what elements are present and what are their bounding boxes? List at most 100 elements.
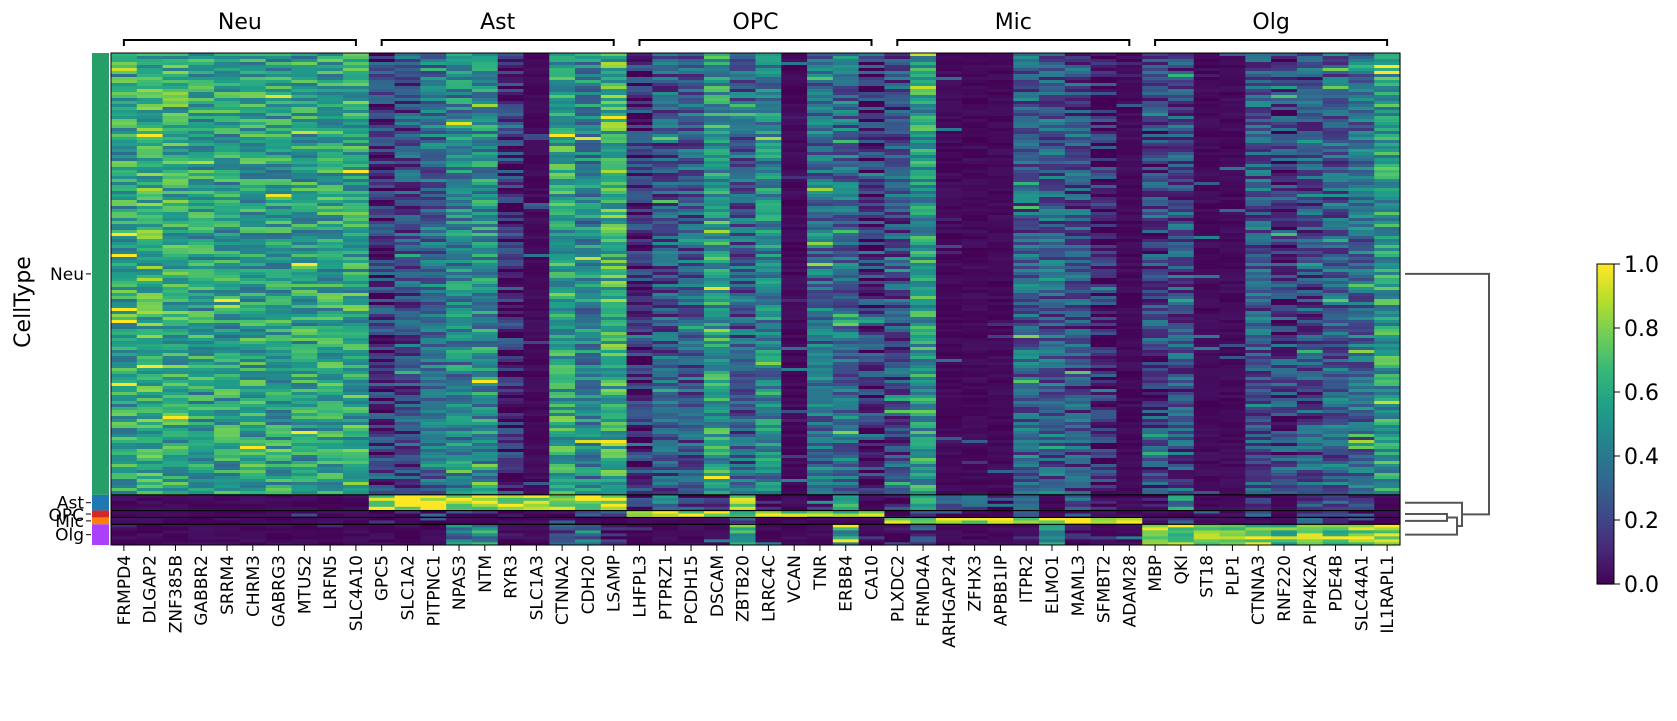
- heatmap-cell: [575, 107, 602, 111]
- heatmap-cell: [703, 92, 731, 96]
- heatmap-cell: [394, 338, 421, 342]
- heatmap-cell: [1219, 197, 1246, 201]
- heatmap-cell: [394, 158, 421, 162]
- heatmap-cell: [1271, 278, 1298, 282]
- heatmap-cell: [858, 110, 885, 114]
- heatmap-cell: [214, 71, 241, 75]
- heatmap-cell: [1064, 215, 1092, 219]
- heatmap-cell: [1271, 176, 1298, 180]
- heatmap-cell: [755, 92, 782, 96]
- heatmap-cell: [1142, 185, 1169, 189]
- heatmap-cell: [807, 179, 834, 183]
- heatmap-cell: [523, 161, 550, 165]
- heatmap-cell: [935, 254, 963, 258]
- heatmap-cell: [368, 179, 396, 183]
- heatmap-cell: [239, 53, 267, 57]
- heatmap-cell: [471, 278, 499, 282]
- heatmap-cell: [807, 209, 834, 213]
- heatmap-cell: [291, 338, 318, 342]
- heatmap-cell: [1064, 173, 1092, 177]
- heatmap-cell: [961, 308, 989, 312]
- heatmap-cell: [420, 173, 447, 177]
- heatmap-cell: [239, 89, 267, 93]
- heatmap-cell: [652, 113, 679, 117]
- heatmap-cell: [214, 260, 241, 264]
- heatmap-cell: [575, 152, 602, 156]
- heatmap-cell: [471, 119, 499, 123]
- heatmap-cell: [317, 164, 344, 168]
- heatmap-cell: [265, 341, 293, 345]
- heatmap-cell: [1064, 311, 1092, 315]
- heatmap-cell: [832, 221, 860, 225]
- heatmap-cell: [549, 260, 576, 264]
- heatmap-cell: [1013, 80, 1040, 84]
- heatmap-cell: [703, 179, 731, 183]
- heatmap-cell: [807, 293, 834, 297]
- heatmap-cell: [755, 173, 782, 177]
- heatmap-cell: [832, 350, 860, 354]
- heatmap-cell: [446, 263, 473, 267]
- heatmap-cell: [935, 230, 963, 234]
- heatmap-cell: [755, 242, 782, 246]
- heatmap-cell: [987, 164, 1014, 168]
- heatmap-cell: [214, 197, 241, 201]
- heatmap-cell: [1374, 248, 1401, 252]
- heatmap-cell: [884, 254, 911, 258]
- heatmap-cell: [1296, 254, 1324, 258]
- heatmap-cell: [523, 200, 550, 204]
- heatmap-cell: [729, 53, 757, 57]
- heatmap-cell: [1142, 245, 1169, 249]
- heatmap-cell: [807, 197, 834, 201]
- heatmap-cell: [575, 59, 602, 63]
- heatmap-cell: [1142, 176, 1169, 180]
- heatmap-cell: [935, 311, 963, 315]
- heatmap-cell: [549, 131, 576, 135]
- heatmap-cell: [832, 230, 860, 234]
- heatmap-cell: [652, 335, 679, 339]
- heatmap-cell: [497, 143, 525, 147]
- heatmap-cell: [1039, 248, 1066, 252]
- heatmap-cell: [1090, 221, 1118, 225]
- heatmap-cell: [832, 53, 860, 57]
- heatmap-cell: [1219, 296, 1246, 300]
- heatmap-cell: [703, 149, 731, 153]
- heatmap-cell: [1374, 53, 1401, 57]
- heatmap-cell: [626, 95, 653, 99]
- heatmap-cell: [626, 332, 653, 336]
- heatmap-cell: [394, 209, 421, 213]
- heatmap-cell: [162, 182, 189, 186]
- heatmap-cell: [1039, 281, 1066, 285]
- heatmap-cell: [446, 305, 473, 309]
- heatmap-cell: [239, 347, 267, 351]
- heatmap-cell: [162, 125, 189, 129]
- heatmap-cell: [1193, 137, 1221, 141]
- heatmap-cell: [317, 89, 344, 93]
- heatmap-cell: [832, 95, 860, 99]
- heatmap-cell: [807, 341, 834, 345]
- heatmap-cell: [1167, 251, 1195, 255]
- heatmap-cell: [987, 182, 1014, 186]
- heatmap-cell: [343, 170, 370, 174]
- heatmap-cell: [678, 59, 705, 63]
- heatmap-cell: [549, 83, 576, 87]
- heatmap-cell: [1374, 71, 1401, 75]
- heatmap-cell: [265, 170, 293, 174]
- heatmap-cell: [600, 209, 628, 213]
- heatmap-cell: [987, 152, 1014, 156]
- heatmap-cell: [291, 155, 318, 159]
- heatmap-cell: [1296, 311, 1324, 315]
- heatmap-cell: [1039, 212, 1066, 216]
- heatmap-cell: [678, 185, 705, 189]
- heatmap-cell: [497, 323, 525, 327]
- heatmap-cell: [523, 122, 550, 126]
- heatmap-cell: [446, 68, 473, 72]
- heatmap-cell: [497, 326, 525, 330]
- heatmap-cell: [239, 299, 267, 303]
- heatmap-cell: [961, 149, 989, 153]
- heatmap-cell: [652, 122, 679, 126]
- heatmap-cell: [1116, 287, 1143, 291]
- heatmap-cell: [343, 221, 370, 225]
- heatmap-cell: [1064, 299, 1092, 303]
- heatmap-cell: [987, 188, 1014, 192]
- heatmap-cell: [1039, 296, 1066, 300]
